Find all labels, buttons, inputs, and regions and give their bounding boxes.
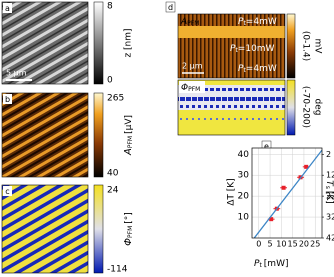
y-tick-label: 20 xyxy=(238,192,250,202)
colorbar-unit: mV xyxy=(313,39,323,55)
unit: [°] xyxy=(124,212,134,224)
data-point xyxy=(269,217,274,222)
y2-tick-label: 42 xyxy=(326,234,334,243)
x-tick-label: 0 xyxy=(256,240,261,249)
subscript: PFM xyxy=(188,86,200,93)
data-point xyxy=(281,185,286,190)
annotation: Pt=4mW xyxy=(238,64,277,74)
colorbar xyxy=(286,79,296,136)
colorbar-max: 24 xyxy=(107,186,119,196)
topography-image xyxy=(1,1,89,85)
annotation: Pt=10mW xyxy=(230,44,275,54)
colorbar-min: -114 xyxy=(107,265,128,275)
symbol: A xyxy=(123,148,134,156)
plot-area xyxy=(252,148,322,238)
subscript: t xyxy=(243,20,246,27)
x-tick-label: 10 xyxy=(276,240,286,249)
rest: =4mW xyxy=(246,17,277,27)
subscript: PFM xyxy=(127,136,134,148)
x-tick-label: 15 xyxy=(288,240,298,249)
image-title: APFM xyxy=(180,17,199,27)
label-box xyxy=(165,1,176,13)
y2-tick-label: 32 xyxy=(326,213,334,222)
panel-label: a xyxy=(5,4,10,13)
symbol: T xyxy=(325,180,334,187)
colorbar-min: 40 xyxy=(107,169,119,179)
unit: [K] xyxy=(325,191,334,204)
colorbar xyxy=(93,1,104,85)
y2-tick-label: 22 xyxy=(326,192,334,201)
colorbar xyxy=(93,92,104,178)
panel-label: c xyxy=(5,187,9,196)
colorbar-range: (-70-200) xyxy=(301,86,311,128)
colorbar-unit: deg xyxy=(313,99,323,116)
subscript: t xyxy=(235,47,238,54)
colorbar-max: 8 xyxy=(107,2,113,12)
colorbar-range: (0-1.4) xyxy=(301,31,311,61)
y-tick-label: 40 xyxy=(238,150,250,160)
data-point xyxy=(304,164,309,169)
fit-line xyxy=(253,149,322,238)
y-tick-label: 10 xyxy=(238,213,250,223)
amplitude-image xyxy=(177,13,286,79)
colorbar-title: APFM [µV] xyxy=(123,115,134,156)
x-tick-label: 5 xyxy=(268,240,273,249)
symbol: P xyxy=(238,64,244,74)
panel-label: d xyxy=(168,3,173,12)
colorbar-max: 265 xyxy=(107,94,124,104)
y2-tick-label: 12 xyxy=(326,171,334,180)
symbol: Φ xyxy=(181,83,188,93)
subscript: PFM xyxy=(127,226,134,238)
colorbar-min: 0 xyxy=(107,76,113,86)
annotation: Pt=4mW xyxy=(238,17,277,27)
subscript: PFM xyxy=(187,20,199,27)
image-title: ΦPFM xyxy=(181,83,200,93)
amplitude-image xyxy=(1,92,89,178)
label-box xyxy=(3,186,12,196)
symbol: P xyxy=(254,259,260,269)
y2-tick-label: 2 xyxy=(326,150,331,159)
symbol: A xyxy=(180,17,187,27)
label-box xyxy=(3,3,12,13)
scale-bar-label: 5 µm xyxy=(6,69,27,78)
x-tick-label: 20 xyxy=(299,240,309,249)
subscript: t xyxy=(243,67,246,74)
symbol: P xyxy=(230,44,236,54)
y2-axis-label: Ts [K] xyxy=(325,180,334,204)
unit: [µV] xyxy=(124,115,134,134)
scale-bar-label: 2 µm xyxy=(182,62,203,71)
rest: =4mW xyxy=(246,64,277,74)
symbol: Φ xyxy=(123,238,134,246)
symbol: P xyxy=(238,17,244,27)
label-box xyxy=(3,94,12,104)
y-tick-label: 30 xyxy=(238,171,250,181)
panel-label: b xyxy=(5,95,10,104)
subscript: s xyxy=(325,186,332,189)
colorbar xyxy=(286,13,296,79)
colorbar-title: z [nm] xyxy=(124,28,134,57)
rest: =10mW xyxy=(238,44,275,54)
colorbar-title: ΦPFM [°] xyxy=(123,212,134,246)
x-tick-label: 25 xyxy=(310,240,320,249)
subscript: t xyxy=(259,262,262,269)
unit: [mW] xyxy=(264,259,289,269)
plot-frame xyxy=(251,147,323,239)
panel-label: e xyxy=(264,142,269,151)
y-axis-label: ΔT [K] xyxy=(227,178,237,205)
x-axis-label: Pt [mW] xyxy=(254,259,289,269)
phase-image xyxy=(1,184,89,274)
colorbar xyxy=(93,184,104,274)
label-box xyxy=(179,81,205,93)
